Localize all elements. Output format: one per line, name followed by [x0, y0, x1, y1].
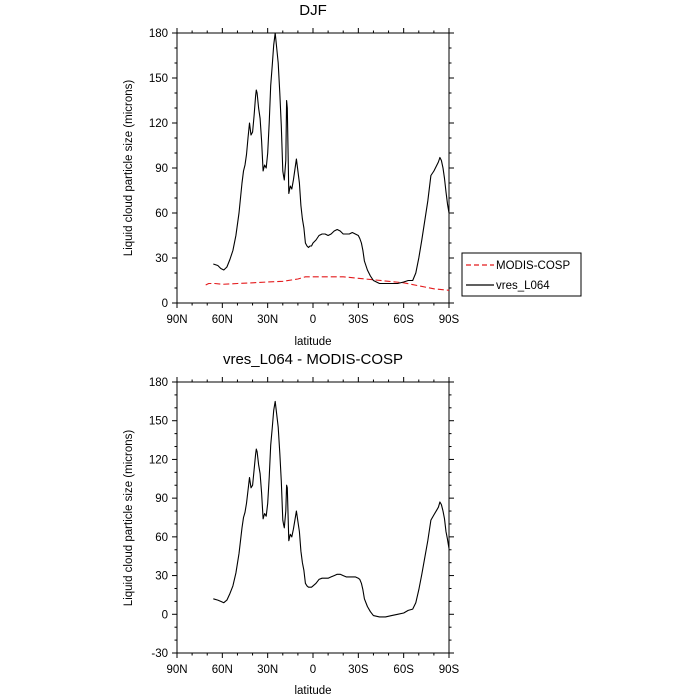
x-tick-label: 30S: [348, 664, 369, 676]
x-tick-label: 60S: [393, 314, 414, 326]
x-tick-label: 0: [310, 664, 316, 676]
y-tick-labels: 0 30 60 90 120 150 180: [149, 28, 168, 310]
data-lines: [213, 400, 450, 618]
top-panel: DJF 0 30 60 90 120 150 180 90N 60N 30N 0 30S 60S 90S…: [123, 2, 582, 348]
x-tick-label: 90N: [166, 314, 187, 326]
y-tick-label: 30: [155, 571, 168, 583]
y-tick-label: 60: [155, 208, 168, 220]
y-tick-label: 0: [162, 298, 168, 310]
x-tick-label: 60N: [212, 664, 233, 676]
x-tick-labels: 90N 60N 30N 0 30S 60S 90S: [166, 664, 459, 676]
y-tick-label: 90: [155, 163, 168, 175]
plot-frame: [176, 381, 450, 654]
tick-marks: [172, 377, 454, 658]
x-tick-label: 0: [310, 314, 316, 326]
y-tick-label: 30: [155, 253, 168, 265]
legend-box: [461, 252, 582, 297]
x-tick-labels: 90N 60N 30N 0 30S 60S 90S: [166, 314, 459, 326]
chart-title: DJF: [299, 2, 327, 19]
x-tick-label: 30N: [257, 314, 278, 326]
x-tick-label: 60S: [393, 664, 414, 676]
y-tick-label: 180: [149, 377, 168, 389]
bottom-panel: vres_L064 - MODIS-COSP -30 0 30 60 90 120 150 1…: [123, 351, 460, 697]
legend-label-modis: MODIS-COSP: [496, 260, 570, 272]
series-line-vres-l064: [213, 32, 450, 285]
y-tick-label: 150: [149, 416, 168, 428]
x-tick-label: 90S: [439, 314, 460, 326]
y-tick-label: -30: [151, 648, 168, 660]
x-tick-label: 90S: [439, 664, 460, 676]
y-tick-label: 0: [162, 609, 168, 621]
y-tick-label: 90: [155, 493, 168, 505]
x-tick-label: 30S: [348, 314, 369, 326]
x-axis-label: latitude: [294, 685, 331, 697]
legend-label-vres: vres_L064: [496, 280, 550, 292]
legend: MODIS-COSP vres_L064: [461, 252, 582, 297]
y-tick-label: 180: [149, 28, 168, 40]
y-axis-label: Liquid cloud particle size (microns): [123, 80, 135, 257]
x-tick-label: 30N: [257, 664, 278, 676]
x-axis-label: latitude: [294, 336, 331, 348]
series-line-modis-cosp: [205, 276, 450, 291]
tick-marks: [172, 28, 454, 308]
y-tick-label: 60: [155, 532, 168, 544]
x-tick-label: 90N: [166, 664, 187, 676]
y-tick-labels: -30 0 30 60 90 120 150 180: [149, 377, 168, 660]
x-tick-label: 60N: [212, 314, 233, 326]
y-axis-label: Liquid cloud particle size (microns): [123, 430, 135, 607]
y-tick-label: 150: [149, 73, 168, 85]
y-tick-label: 120: [149, 118, 168, 130]
data-lines: [205, 32, 450, 291]
plot-frame: [176, 32, 450, 304]
series-line-vres-l064-modis-cosp: [213, 400, 450, 618]
y-tick-label: 120: [149, 454, 168, 466]
chart-title: vres_L064 - MODIS-COSP: [223, 351, 403, 368]
